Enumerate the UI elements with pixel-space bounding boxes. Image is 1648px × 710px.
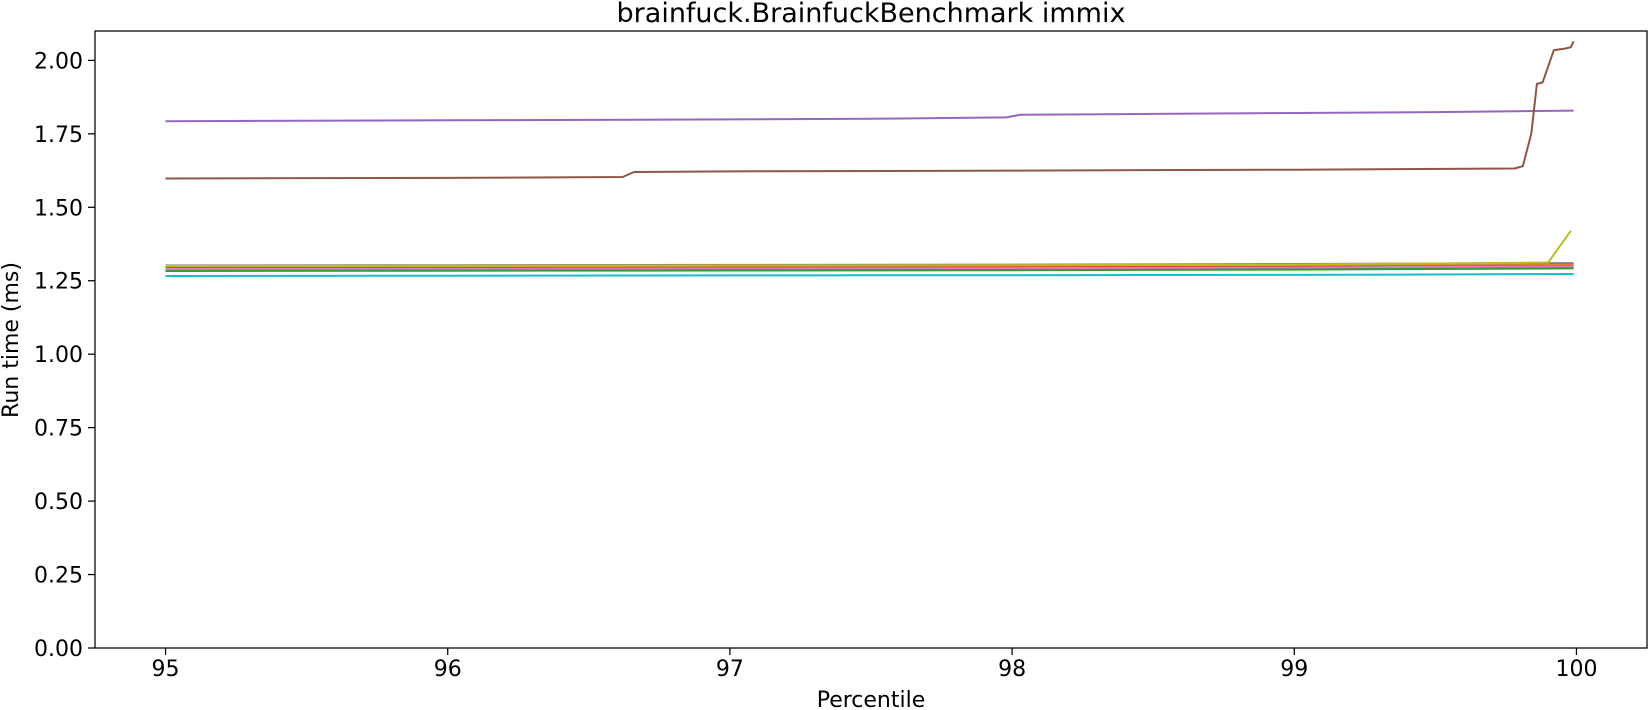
- y-axis-title: Run time (ms): [0, 262, 24, 418]
- y-tick-label: 2.00: [34, 49, 83, 74]
- y-tick-label: 0.75: [34, 417, 83, 442]
- y-axis: 0.00 0.25 0.50 0.75 1.00 1.25 1.50 1.75 2.00: [34, 49, 95, 662]
- series-line-3: [165, 267, 1574, 272]
- x-tick-label: 95: [152, 657, 180, 682]
- series-line-2: [165, 263, 1574, 269]
- x-tick-label: 97: [716, 657, 744, 682]
- x-tick-label: 98: [998, 657, 1026, 682]
- chart-title: brainfuck.BrainfuckBenchmark immix: [617, 0, 1126, 29]
- y-tick-label: 0.25: [34, 564, 83, 589]
- x-tick-label: 99: [1280, 657, 1308, 682]
- x-tick-label: 96: [434, 657, 462, 682]
- y-tick-label: 1.75: [34, 123, 83, 148]
- series-line-10: [165, 273, 1574, 277]
- x-axis: 95 96 97 98 99 100: [152, 648, 1597, 682]
- x-tick-label: 100: [1555, 657, 1597, 682]
- series-line-5: [165, 109, 1574, 123]
- y-tick-label: 1.25: [34, 270, 83, 295]
- series-line-7: [165, 265, 1574, 270]
- y-tick-label: 0.00: [34, 637, 83, 662]
- y-tick-label: 0.50: [34, 490, 83, 515]
- y-tick-label: 1.00: [34, 343, 83, 368]
- plot-frame: [94, 30, 1648, 649]
- x-axis-title: Percentile: [817, 688, 926, 710]
- series-line-9: [165, 230, 1572, 267]
- y-tick-label: 1.50: [34, 196, 83, 221]
- series-line-6: [165, 40, 1575, 180]
- series-layer: [165, 40, 1575, 277]
